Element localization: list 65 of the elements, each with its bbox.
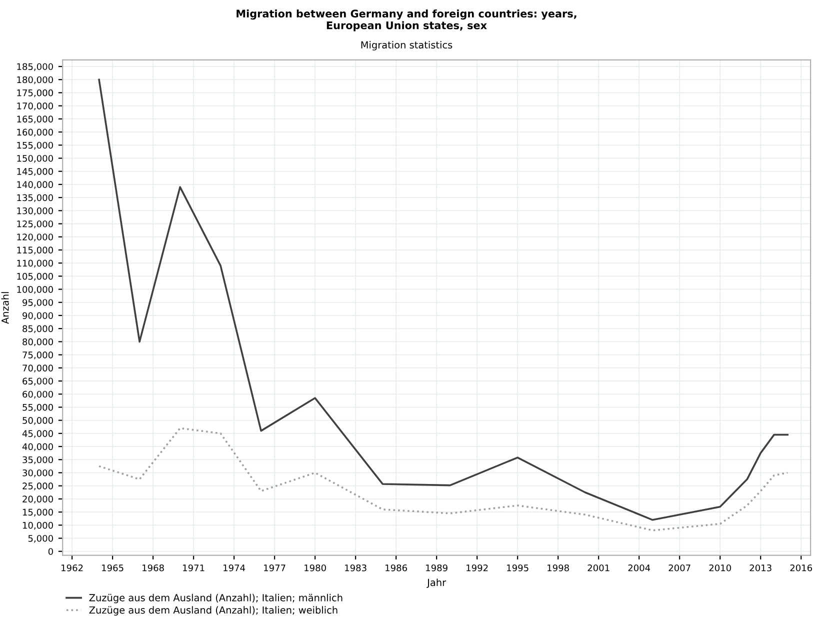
y-tick-label: 170,000	[17, 102, 53, 110]
x-tick-label: 2001	[588, 564, 610, 572]
y-axis-title: Anzahl	[1, 292, 9, 324]
y-tick-label: 125,000	[17, 220, 53, 228]
x-axis-title: Jahr	[426, 578, 446, 588]
y-tick-label: 70,000	[22, 364, 53, 372]
y-tick-label: 120,000	[17, 234, 53, 242]
x-tick-label: 1998	[548, 564, 569, 572]
x-tick-label: 1989	[426, 564, 448, 572]
x-tick-label: 1992	[466, 564, 488, 572]
y-tick-label: 35,000	[22, 456, 53, 464]
y-tick-label: 110,000	[17, 260, 53, 268]
x-tick-label: 2007	[668, 564, 690, 572]
y-tick-label: 25,000	[22, 482, 53, 490]
y-tick-label: 60,000	[22, 390, 53, 399]
y-tick-label: 80,000	[22, 338, 53, 346]
line-series	[98, 78, 789, 521]
x-tick-label: 2013	[750, 564, 772, 572]
y-tick-label: 100,000	[17, 286, 53, 294]
y-tick-label: 5,000	[28, 534, 53, 543]
chart-title: Migration between Germany and foreign countries: years, European Union states, sex	[236, 9, 576, 32]
y-tick-label: 75,000	[22, 352, 53, 360]
y-tick-label: 165,000	[17, 116, 53, 124]
y-tick-label: 20,000	[22, 496, 53, 504]
y-tick-label: 180,000	[17, 76, 53, 84]
line-series	[98, 427, 789, 532]
y-tick-label: 155,000	[17, 142, 53, 150]
x-tick-label: 1995	[507, 564, 528, 572]
y-tick-label: 185,000	[17, 63, 53, 71]
y-tick-label: 55,000	[22, 404, 53, 412]
y-tick-label: 150,000	[17, 154, 53, 163]
y-tick-label: 105,000	[17, 272, 53, 281]
y-tick-label: 40,000	[22, 443, 53, 451]
x-tick-label: 1980	[304, 564, 326, 572]
y-tick-label: 175,000	[17, 89, 53, 98]
y-tick-label: 0	[48, 548, 53, 555]
x-tick-label: 1968	[142, 564, 164, 572]
x-tick-label: 1983	[345, 564, 366, 572]
y-tick-label: 85,000	[22, 325, 53, 334]
x-tick-label: 1986	[386, 564, 407, 572]
chart-subtitle: Migration statistics	[361, 41, 452, 50]
x-tick-label: 2004	[628, 564, 650, 572]
x-tick-label: 1977	[264, 564, 286, 572]
y-tick-label: 10,000	[22, 522, 53, 530]
y-tick-label: 140,000	[17, 181, 53, 189]
y-tick-label: 145,000	[17, 168, 53, 176]
x-tick-label: 1971	[183, 564, 204, 572]
x-tick-label: 2016	[790, 564, 812, 572]
y-tick-label: 50,000	[22, 417, 53, 425]
x-tick-label: 1965	[102, 564, 124, 572]
y-tick-label: 45,000	[22, 430, 53, 438]
y-tick-label: 65,000	[22, 378, 53, 386]
y-tick-label: 135,000	[17, 194, 53, 202]
y-tick-label: 15,000	[22, 508, 53, 517]
x-tick-label: 1974	[224, 564, 246, 572]
y-tick-label: 90,000	[22, 312, 53, 320]
y-tick-label: 130,000	[17, 207, 53, 216]
x-tick-label: 2010	[709, 564, 731, 572]
y-tick-label: 30,000	[22, 469, 53, 478]
legend-label: Zuzüge aus dem Ausland (Anzahl); Italien; weiblich	[89, 606, 338, 616]
legend-label: Zuzüge aus dem Ausland (Anzahl); Italien; männlich	[89, 594, 342, 604]
y-tick-label: 95,000	[22, 299, 53, 307]
x-tick-label: 1962	[62, 564, 83, 572]
y-tick-label: 115,000	[17, 246, 53, 254]
y-tick-label: 160,000	[17, 128, 53, 136]
